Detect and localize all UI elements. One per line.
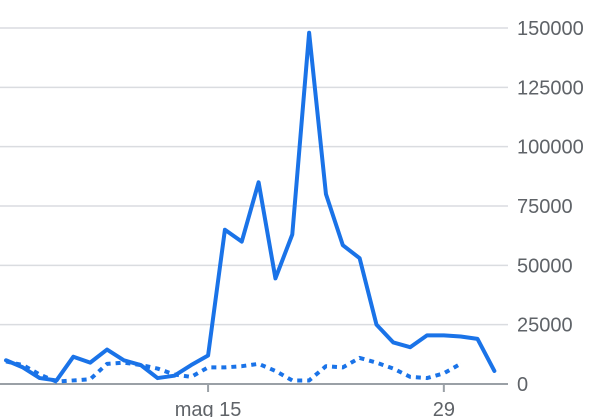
series-line-dotted <box>5 355 462 384</box>
y-tick-label: 25000 <box>517 315 573 337</box>
y-axis-ticks: 0 25000 50000 75000 100000 125000 150000 <box>517 18 584 396</box>
y-tick-label: 75000 <box>517 196 573 218</box>
y-tick-label: 150000 <box>517 18 584 40</box>
x-axis-ticks: mag 15 29 <box>175 384 455 417</box>
series-line-solid <box>4 30 497 383</box>
grid-lines <box>0 27 508 385</box>
y-tick-label: 100000 <box>517 137 584 159</box>
y-tick-label: 125000 <box>517 77 584 99</box>
x-tick-label: mag 15 <box>175 399 242 417</box>
x-tick-label: 29 <box>433 399 455 417</box>
y-tick-label: 0 <box>517 374 528 396</box>
y-tick-label: 50000 <box>517 255 573 277</box>
series-lines <box>4 30 497 384</box>
